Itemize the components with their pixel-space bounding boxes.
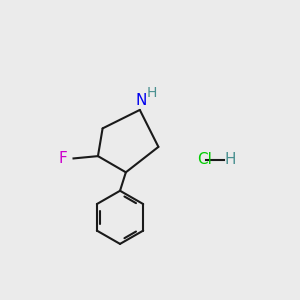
Text: N: N: [135, 93, 147, 108]
Text: H: H: [147, 85, 157, 100]
Text: Cl: Cl: [197, 152, 212, 167]
Text: F: F: [59, 151, 68, 166]
Text: H: H: [225, 152, 236, 167]
